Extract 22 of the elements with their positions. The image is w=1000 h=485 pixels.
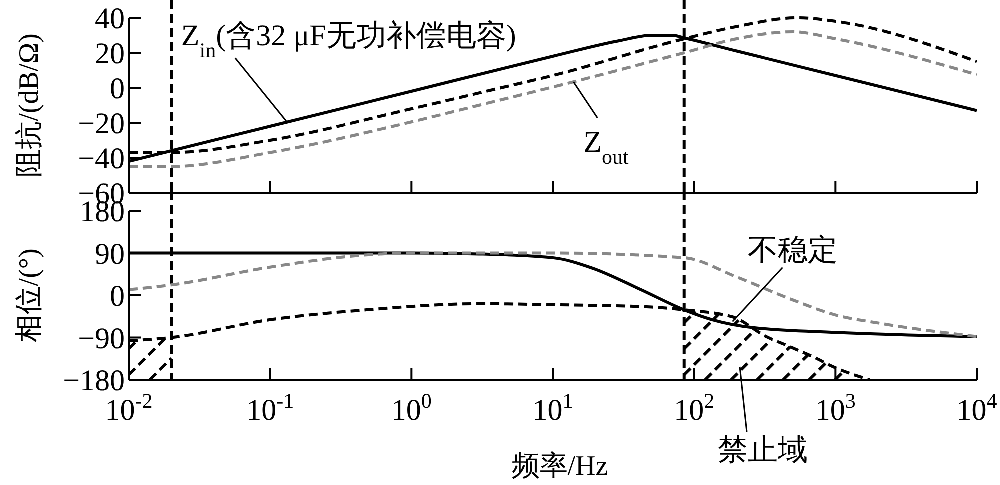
annotation: Z$_{out}$ <box>584 126 629 170</box>
x-axis-title: 频率/Hz <box>512 451 608 482</box>
y-tick-label: −90 <box>78 322 125 356</box>
x-tick-label: 10$^{4}$ <box>956 389 998 427</box>
y-tick-label: 0 <box>110 72 125 106</box>
y-tick-label: 20 <box>95 38 125 70</box>
y-tick-label: 90 <box>95 238 125 271</box>
y-tick-label: 0 <box>110 280 125 313</box>
y-axis-title: 相位/(°) <box>14 248 45 342</box>
text: 禁止域 <box>718 434 808 467</box>
x-tick-label: 10$^{0}$ <box>391 389 432 427</box>
x-tick-label: 10$^{2}$ <box>674 389 715 427</box>
annotation: 不稳定 <box>748 234 838 267</box>
x-tick-label: 10$^{3}$ <box>815 389 856 427</box>
annotation: Z$_{in}$(含32 μF无功补偿电容) <box>181 19 516 62</box>
y-tick-label: −40 <box>78 142 125 176</box>
y-axis-title: 阻抗/(dB/Ω) <box>14 34 45 178</box>
y-tick-label: −20 <box>78 108 125 140</box>
y-tick-label: 40 <box>95 2 125 36</box>
x-tick-label: 10$^{-1}$ <box>246 389 294 427</box>
x-tick-label: 10$^{1}$ <box>532 389 574 427</box>
y-tick-label: −180 <box>63 364 125 398</box>
